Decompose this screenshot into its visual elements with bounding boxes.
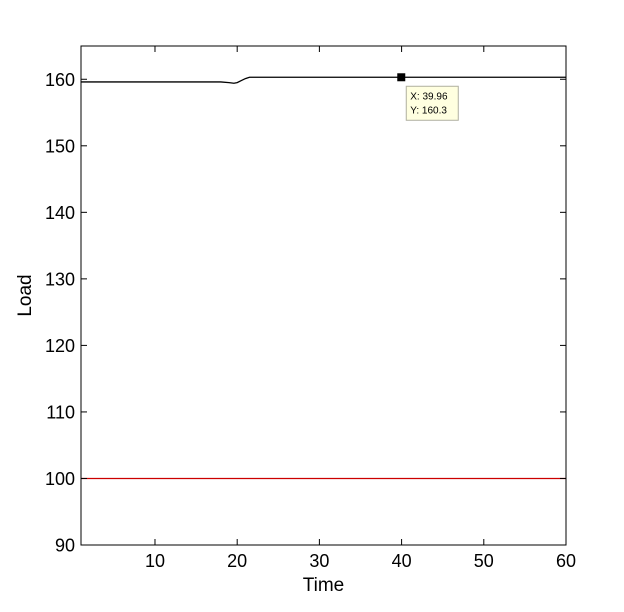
data-tip[interactable]: X: 39.96 Y: 160.3: [397, 73, 459, 121]
y-tick-label: 100: [45, 469, 75, 489]
data-tip-marker[interactable]: [397, 73, 406, 82]
y-tick-label: 140: [45, 203, 75, 223]
y-tick-label: 90: [55, 536, 75, 556]
x-tick-label: 50: [474, 551, 494, 571]
x-tick-label: 20: [227, 551, 247, 571]
axes-box: [80, 45, 567, 546]
y-tick-label: 160: [45, 70, 75, 90]
y-axis-label: Load: [15, 274, 36, 316]
y-tick-label: 110: [46, 402, 75, 422]
series-line-0: [81, 76, 566, 84]
y-tick-label: 120: [45, 336, 75, 356]
data-tip-x-text: X: 39.96: [410, 91, 448, 102]
x-tick-label: 40: [392, 551, 412, 571]
series-layer: [81, 76, 566, 480]
x-tick-label: 10: [145, 551, 165, 571]
x-tick-label: 30: [309, 551, 329, 571]
x-axis-label: Time: [303, 575, 345, 596]
data-tip-box: [405, 85, 459, 121]
x-tick-label: 60: [556, 551, 576, 571]
y-tick-label: 130: [45, 269, 75, 289]
data-tip-y-text: Y: 160.3: [410, 105, 447, 116]
ticks-layer: 10 20 30 40 50 60 90 100 110 120 130 140 150 160: [45, 46, 576, 571]
y-tick-label: 150: [45, 136, 75, 156]
